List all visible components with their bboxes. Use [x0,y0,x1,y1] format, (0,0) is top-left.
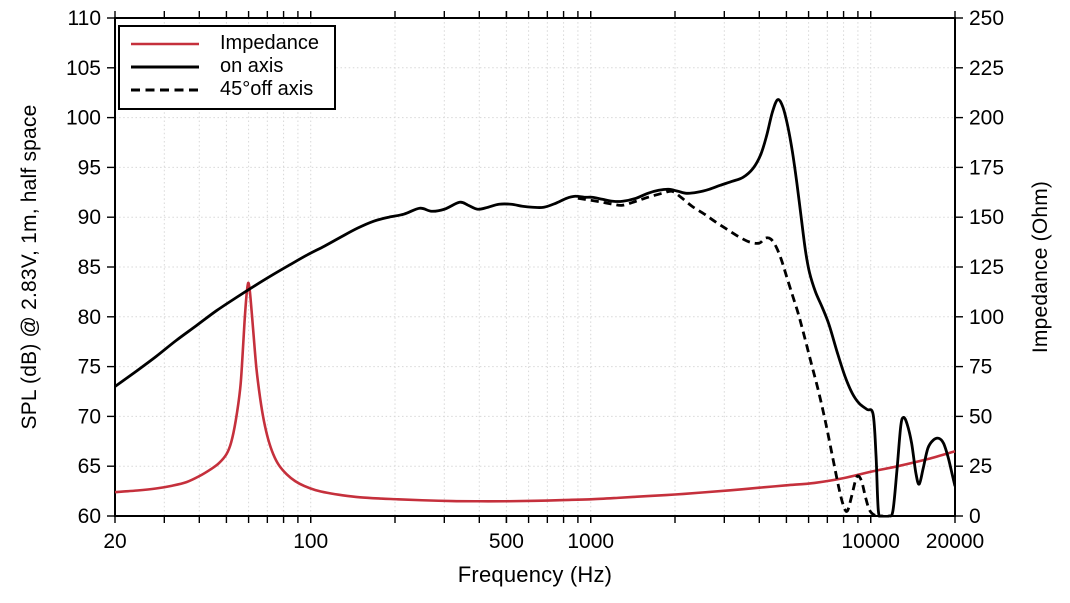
legend-swatch-impedance [131,42,199,45]
svg-text:125: 125 [969,256,1004,279]
svg-text:65: 65 [78,455,101,478]
x-axis-title: Frequency (Hz) [457,562,613,587]
svg-text:250: 250 [969,7,1004,30]
legend-label-45-off-axis: 45°off axis [220,78,314,100]
legend-label-on-axis: on axis [220,55,284,77]
curve-45-off-axis [577,189,882,518]
svg-text:20: 20 [103,530,126,553]
plot-border [114,17,956,517]
svg-text:90: 90 [78,206,101,229]
svg-text:20000: 20000 [926,530,984,553]
svg-text:100: 100 [293,530,328,553]
legend-label-impedance: Impedance [220,32,319,54]
svg-text:100: 100 [66,107,101,130]
svg-text:1000: 1000 [567,530,614,553]
legend: Impedance on axis 45°off axis [118,25,336,110]
svg-text:200: 200 [969,107,1004,130]
legend-item-45-off-axis: 45°off axis [130,78,328,101]
right-axis-title: Impedance (Ohm) [1029,180,1052,354]
svg-text:75: 75 [969,356,992,379]
svg-text:105: 105 [66,57,101,80]
svg-text:50: 50 [969,405,992,428]
svg-text:60: 60 [78,505,101,528]
svg-text:95: 95 [78,156,101,179]
svg-text:25: 25 [969,455,992,478]
svg-text:0: 0 [969,505,981,528]
series-curves [114,98,956,518]
tick-labels: 60 65 70 75 80 85 90 95 100 105 110 0 25 50 75 100 125 15… [66,7,1004,553]
svg-text:75: 75 [78,356,101,379]
svg-text:500: 500 [489,530,524,553]
legend-swatch-on-axis [131,65,199,68]
svg-text:175: 175 [969,156,1004,179]
svg-text:85: 85 [78,256,101,279]
svg-text:110: 110 [68,7,101,30]
legend-item-on-axis: on axis [130,55,328,78]
svg-text:225: 225 [969,57,1004,80]
curve-impedance [114,281,956,503]
legend-swatch-45-off-axis [131,88,199,91]
svg-text:150: 150 [969,206,1004,229]
axis-ticks [107,11,963,523]
svg-text:10000: 10000 [842,530,900,553]
legend-item-impedance: Impedance [130,32,328,55]
svg-text:80: 80 [78,306,101,329]
curve-on-axis [114,98,956,518]
svg-text:70: 70 [78,405,101,428]
svg-text:100: 100 [969,306,1004,329]
left-axis-title: SPL (dB) @ 2.83V, 1m, half space [18,104,41,430]
